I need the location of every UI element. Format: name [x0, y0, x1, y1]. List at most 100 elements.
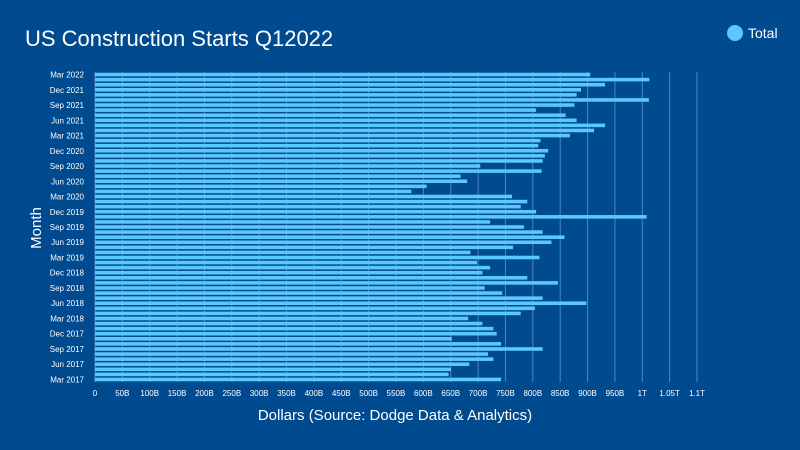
bar-mar-2017[interactable]	[95, 377, 502, 382]
x-tick-label: 200B	[195, 389, 214, 398]
x-tick-label: 450B	[332, 389, 351, 398]
legend-label-total: Total	[748, 25, 778, 41]
x-tick-label: 600B	[414, 389, 433, 398]
x-tick-label: 500B	[359, 389, 378, 398]
x-tick-label: 150B	[168, 389, 187, 398]
bar-feb-2019[interactable]	[95, 260, 477, 265]
bar-oct-2021[interactable]	[95, 98, 649, 102]
bar-may-2020[interactable]	[95, 184, 427, 189]
x-tick-label: 650B	[441, 389, 460, 398]
x-tick-label: 250B	[222, 389, 241, 398]
bar-sep-2019[interactable]	[95, 225, 525, 229]
bar-jan-2020[interactable]	[95, 204, 521, 209]
bar-mar-2019[interactable]	[95, 255, 540, 260]
y-tick-label: Mar 2021	[50, 132, 84, 141]
bar-jan-2021[interactable]	[95, 143, 539, 148]
bar-apr-2021[interactable]	[95, 128, 595, 133]
y-tick-label: Sep 2021	[50, 101, 85, 110]
bar-apr-2019[interactable]	[95, 250, 471, 255]
x-tick-label: 800B	[523, 389, 542, 398]
x-tick-label: 100B	[140, 389, 159, 398]
y-tick-label: Jun 2017	[51, 360, 84, 369]
y-tick-label: Dec 2021	[50, 86, 85, 95]
bar-jul-2018[interactable]	[95, 296, 543, 300]
bar-nov-2017[interactable]	[95, 337, 452, 341]
bar-jun-2017[interactable]	[95, 362, 470, 367]
bar-mar-2022[interactable]	[95, 72, 591, 77]
bar-jul-2020[interactable]	[95, 174, 461, 178]
y-tick-label: Jun 2021	[51, 116, 84, 125]
bar-dec-2021[interactable]	[95, 87, 581, 92]
bar-apr-2017[interactable]	[95, 372, 449, 377]
y-tick-label: Mar 2017	[50, 375, 84, 384]
y-tick-label: Dec 2020	[50, 147, 85, 156]
bar-jun-2019[interactable]	[95, 240, 552, 245]
y-tick-label: Dec 2019	[50, 208, 85, 217]
bar-nov-2019[interactable]	[95, 215, 647, 219]
bar-jan-2022[interactable]	[95, 82, 606, 87]
bar-oct-2017[interactable]	[95, 342, 502, 346]
bar-mar-2020[interactable]	[95, 194, 513, 199]
bar-nov-2020[interactable]	[95, 154, 545, 158]
bar-jun-2018[interactable]	[95, 301, 587, 306]
bar-jul-2021[interactable]	[95, 113, 566, 117]
bar-mar-2018[interactable]	[95, 316, 469, 321]
x-tick-label: 1T	[638, 389, 647, 398]
y-tick-label: Dec 2018	[50, 269, 85, 278]
y-tick-label: Mar 2018	[50, 314, 84, 323]
bar-oct-2019[interactable]	[95, 220, 491, 224]
bar-aug-2017[interactable]	[95, 352, 488, 356]
y-tick-label: Sep 2020	[50, 162, 85, 171]
bar-may-2021[interactable]	[95, 123, 606, 128]
y-tick-label: Sep 2019	[50, 223, 85, 232]
bar-jul-2017[interactable]	[95, 357, 494, 361]
bar-apr-2018[interactable]	[95, 311, 521, 316]
x-tick-label: 350B	[277, 389, 296, 398]
bar-oct-2018[interactable]	[95, 281, 558, 285]
bar-jun-2021[interactable]	[95, 118, 577, 123]
bar-aug-2018[interactable]	[95, 291, 503, 295]
bar-aug-2019[interactable]	[95, 230, 543, 234]
bar-nov-2021[interactable]	[95, 93, 577, 97]
y-axis-label: Month	[28, 207, 45, 249]
bar-dec-2018[interactable]	[95, 270, 483, 275]
bar-jan-2018[interactable]	[95, 326, 494, 331]
y-tick-labels: Mar 2022 Dec 2021 Sep 2021 Jun 2021 Mar 2021…	[50, 71, 85, 385]
bar-dec-2017[interactable]	[95, 331, 497, 336]
y-tick-label: Jun 2018	[51, 299, 84, 308]
bar-may-2019[interactable]	[95, 245, 514, 250]
bar-feb-2022[interactable]	[95, 77, 650, 82]
bar-oct-2020[interactable]	[95, 159, 543, 163]
y-tick-label: Sep 2017	[50, 345, 85, 354]
bar-may-2017[interactable]	[95, 367, 451, 372]
y-tick-label: Dec 2017	[50, 330, 85, 339]
bar-sep-2018[interactable]	[95, 286, 485, 290]
bar-sep-2021[interactable]	[95, 103, 575, 107]
x-tick-label: 700B	[469, 389, 488, 398]
bar-aug-2020[interactable]	[95, 169, 542, 173]
x-tick-labels: 0 50B 100B 150B 200B 250B 300B 350B 400B 450B 500B…	[93, 389, 705, 398]
bar-nov-2018[interactable]	[95, 276, 528, 280]
bar-mar-2021[interactable]	[95, 133, 571, 138]
bar-feb-2018[interactable]	[95, 321, 483, 326]
bar-jun-2020[interactable]	[95, 179, 468, 184]
x-tick-label: 300B	[250, 389, 269, 398]
bar-jul-2019[interactable]	[95, 235, 565, 239]
bar-dec-2019[interactable]	[95, 209, 537, 214]
bar-feb-2020[interactable]	[95, 199, 528, 204]
x-tick-label: 900B	[578, 389, 597, 398]
y-tick-label: Mar 2022	[50, 71, 84, 80]
legend-swatch-total	[727, 25, 743, 41]
bar-apr-2020[interactable]	[95, 189, 412, 194]
bar-dec-2020[interactable]	[95, 148, 549, 153]
bar-jan-2019[interactable]	[95, 265, 491, 270]
bar-sep-2017[interactable]	[95, 347, 543, 351]
legend[interactable]: Total	[727, 25, 778, 41]
y-tick-label: Mar 2020	[50, 193, 84, 202]
x-tick-label: 1.05T	[659, 389, 680, 398]
bar-feb-2021[interactable]	[95, 138, 541, 143]
bar-may-2018[interactable]	[95, 306, 536, 311]
bar-sep-2020[interactable]	[95, 164, 481, 168]
bar-aug-2021[interactable]	[95, 108, 537, 112]
